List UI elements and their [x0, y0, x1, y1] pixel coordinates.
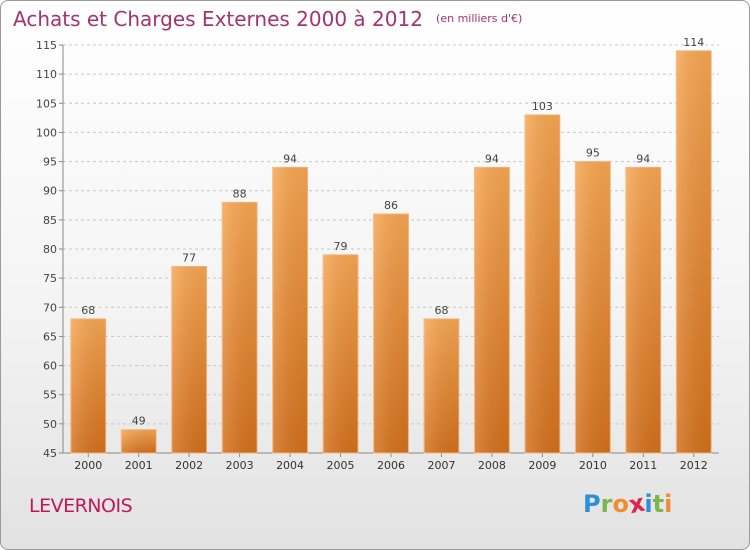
logo-letter: r — [600, 490, 613, 518]
bars — [70, 50, 712, 454]
bar-shade-2005 — [323, 254, 358, 453]
data-labels: 68 49 77 88 94 79 86 68 94 103 95 94 114 — [81, 36, 704, 428]
bar-shade-2012 — [676, 50, 712, 453]
data-label-2011: 94 — [636, 152, 650, 165]
y-tick-label: 55 — [43, 389, 57, 402]
logo-letter: i — [664, 490, 673, 518]
x-tick-label-2005: 2005 — [327, 459, 355, 472]
x-tick-label-2011: 2011 — [629, 459, 657, 472]
y-tick-label: 110 — [36, 68, 57, 81]
bar-shade-2010 — [575, 161, 611, 454]
bar-shade-2000 — [70, 318, 106, 453]
y-tick-label: 105 — [36, 97, 57, 110]
bar-shade-2004 — [272, 167, 308, 453]
title-row: Achats et Charges Externes 2000 à 2012 (… — [13, 7, 522, 31]
data-label-2012: 114 — [683, 36, 704, 49]
y-tick-label: 80 — [43, 243, 57, 256]
logo-letter: o — [612, 490, 629, 518]
chart-title: Achats et Charges Externes 2000 à 2012 — [13, 7, 423, 31]
y-tick-label: 60 — [43, 360, 57, 373]
y-tick-label: 50 — [43, 418, 57, 431]
data-label-2002: 77 — [182, 251, 196, 264]
data-label-2006: 86 — [384, 199, 398, 212]
logo-letter: P — [583, 490, 601, 518]
x-tick-label-2004: 2004 — [276, 459, 304, 472]
bar-shade-2007 — [424, 318, 459, 453]
y-tick-label: 95 — [43, 156, 57, 169]
x-tick-label-2006: 2006 — [377, 459, 405, 472]
data-label-2005: 79 — [334, 240, 348, 253]
y-tick-label: 70 — [43, 301, 57, 314]
data-label-2007: 68 — [434, 304, 448, 317]
proxiti-logo: Proxiti — [583, 489, 673, 520]
data-label-2001: 49 — [132, 415, 146, 428]
data-label-2003: 88 — [233, 187, 247, 200]
y-tick-label: 90 — [43, 185, 57, 198]
y-tick-label: 115 — [36, 39, 57, 52]
y-tick-label: 45 — [43, 447, 57, 460]
x-tick-label-2003: 2003 — [226, 459, 254, 472]
y-tick-label: 75 — [43, 272, 57, 285]
x-tick-label-2001: 2001 — [125, 459, 153, 472]
chart-subtitle: (en milliers d'€) — [436, 12, 523, 25]
x-tick-label-2007: 2007 — [427, 459, 455, 472]
bar-shade-2009 — [524, 114, 560, 453]
data-label-2010: 95 — [586, 147, 600, 160]
bar-shade-2006 — [373, 214, 409, 453]
x-tick-label-2009: 2009 — [528, 459, 556, 472]
logo-letter: t — [652, 490, 665, 518]
x-tick-labels: 2000 2001 2002 2003 2004 2005 2006 2007 2008 2009… — [74, 459, 708, 472]
y-tick-label: 65 — [43, 330, 57, 343]
data-label-2000: 68 — [81, 304, 95, 317]
y-tick-label: 100 — [36, 126, 57, 139]
x-tick-label-2002: 2002 — [175, 459, 203, 472]
y-tick-labels: 45 50 55 60 65 70 75 80 85 90 95 100 105 110 115 — [36, 39, 57, 460]
data-label-2009: 103 — [532, 100, 553, 113]
data-label-2004: 94 — [283, 152, 297, 165]
bar-shade-2011 — [625, 167, 661, 453]
x-tick-label-2012: 2012 — [680, 459, 708, 472]
bar-shade-2008 — [474, 167, 510, 453]
data-label-2008: 94 — [485, 152, 499, 165]
x-tick-label-2008: 2008 — [478, 459, 506, 472]
bar-shade-2003 — [222, 202, 258, 453]
location-label: LEVERNOIS — [29, 495, 133, 517]
x-tick-label-2010: 2010 — [579, 459, 607, 472]
y-tick-label: 85 — [43, 214, 57, 227]
logo-letter: i — [644, 490, 653, 518]
bar-shade-2001 — [121, 429, 157, 453]
bar-shade-2002 — [171, 266, 207, 453]
x-tick-label-2000: 2000 — [74, 459, 102, 472]
